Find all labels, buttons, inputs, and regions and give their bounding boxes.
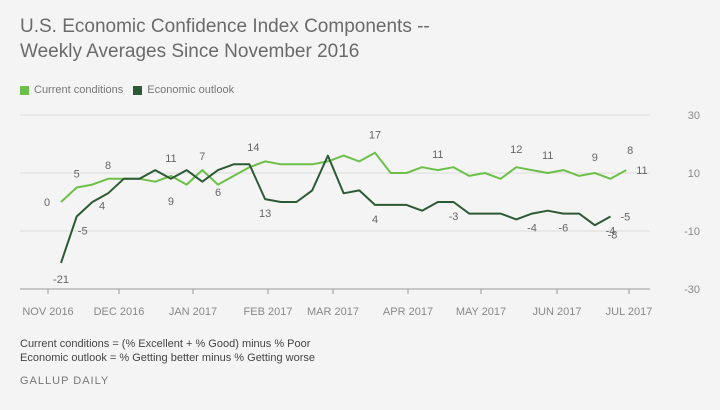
current-data-label: 9: [592, 152, 598, 164]
y-tick-label: -10: [684, 226, 700, 238]
x-tick-label: APR 2017: [383, 306, 433, 318]
current-data-label: 11: [432, 149, 443, 161]
current-data-label: 14: [247, 142, 259, 154]
current-conditions-line: [60, 151, 627, 203]
legend-swatch-current: [20, 85, 29, 95]
outlook-data-label: 9: [168, 196, 174, 208]
outlook-data-label: 13: [259, 208, 271, 220]
note-outlook-definition: Economic outlook = % Getting better minu…: [20, 352, 316, 364]
current-data-label: 17: [369, 130, 381, 142]
outlook-data-label: -6: [559, 223, 569, 235]
source-label: GALLUP DAILY: [20, 375, 110, 387]
x-tick-label: NOV 2016: [22, 306, 73, 318]
x-tick-label: MAY 2017: [456, 306, 506, 318]
current-data-label: 12: [510, 144, 522, 156]
legend: Current conditions Economic outlook: [20, 84, 244, 96]
legend-label-current: Current conditions: [34, 84, 124, 96]
outlook-data-label: -4: [606, 226, 616, 238]
outlook-data-label: 6: [215, 187, 221, 199]
outlook-data-label: 4: [99, 200, 105, 212]
x-tick-label: JUL 2017: [606, 306, 653, 318]
outlook-data-label: -4: [527, 223, 537, 235]
outlook-data-label: -8: [608, 230, 618, 242]
chart-title: U.S. Economic Confidence Index Component…: [20, 14, 700, 64]
x-tick-label: MAR 2017: [307, 306, 359, 318]
title-line-2: Weekly Averages Since November 2016: [20, 41, 360, 62]
y-tick-label: -30: [684, 284, 700, 296]
x-tick-label: FEB 2017: [244, 306, 293, 318]
legend-item-current: Current conditions: [20, 84, 123, 96]
current-data-label: 7: [199, 151, 205, 163]
outlook-data-label: -5: [621, 212, 631, 224]
current-data-label: 5: [74, 169, 80, 181]
current-data-label: 8: [627, 145, 633, 157]
outlook-data-label: -21: [53, 274, 69, 286]
x-tick-label: DEC 2016: [94, 306, 145, 318]
x-tick-label: JUN 2017: [533, 306, 582, 318]
outlook-data-label: 4: [372, 214, 378, 226]
current-data-label: 11: [636, 165, 647, 177]
legend-label-outlook: Economic outlook: [147, 84, 235, 96]
title-line-1: U.S. Economic Confidence Index Component…: [20, 16, 430, 37]
y-tick-label: 10: [688, 168, 700, 180]
legend-swatch-outlook: [133, 85, 143, 95]
economic-outlook-line: [60, 154, 611, 264]
note-current-definition: Current conditions = (% Excellent + % Go…: [20, 338, 311, 350]
x-tick-label: JAN 2017: [169, 306, 217, 318]
y-tick-label: 30: [688, 110, 700, 122]
outlook-data-label: -5: [78, 226, 88, 238]
current-data-label: 0: [44, 197, 50, 209]
current-data-label: 11: [165, 153, 176, 165]
current-data-label: 11: [542, 150, 553, 162]
current-data-label: 8: [105, 160, 111, 172]
outlook-data-label: -3: [449, 211, 459, 223]
legend-item-outlook: Economic outlook: [133, 84, 234, 96]
